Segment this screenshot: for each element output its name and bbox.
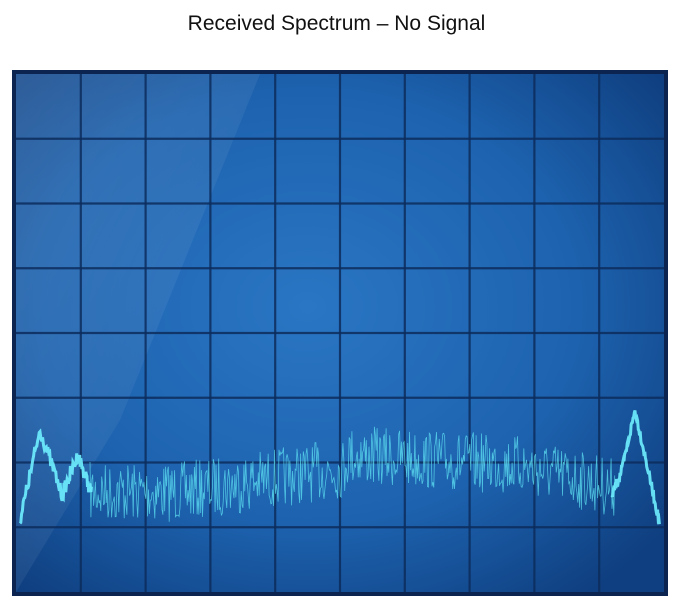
graticule xyxy=(16,74,664,592)
trace xyxy=(18,409,661,525)
title: Received Spectrum – No Signal xyxy=(187,12,486,35)
right-peak xyxy=(610,409,661,525)
noise-band xyxy=(89,426,616,522)
left-peak xyxy=(18,428,93,525)
